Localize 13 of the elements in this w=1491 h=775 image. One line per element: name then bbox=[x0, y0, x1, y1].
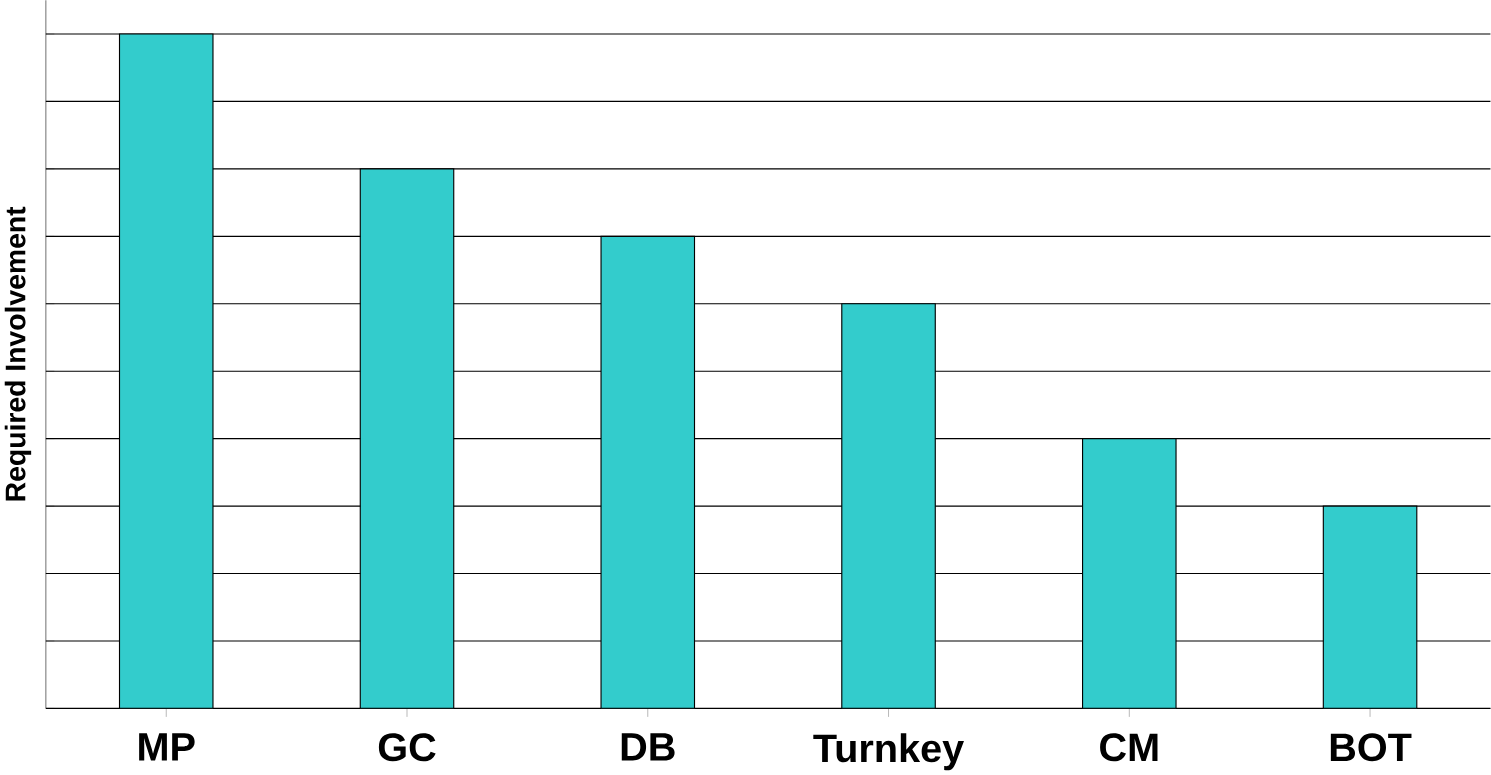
bar bbox=[1081, 438, 1177, 709]
x-tick-label: CM bbox=[1100, 733, 1158, 762]
x-tick-label: MP bbox=[139, 733, 195, 761]
bar bbox=[600, 235, 696, 709]
bar bbox=[1322, 505, 1418, 709]
x-tick-label: DB bbox=[621, 733, 675, 761]
x-tick-label: Turnkey bbox=[813, 733, 964, 771]
x-tick-label: BOT bbox=[1330, 733, 1412, 762]
bar bbox=[118, 33, 214, 709]
y-axis-title: Required Involvement bbox=[4, 206, 32, 501]
bar bbox=[359, 168, 455, 709]
bar bbox=[841, 303, 936, 709]
x-tick-label: GC bbox=[378, 733, 436, 762]
